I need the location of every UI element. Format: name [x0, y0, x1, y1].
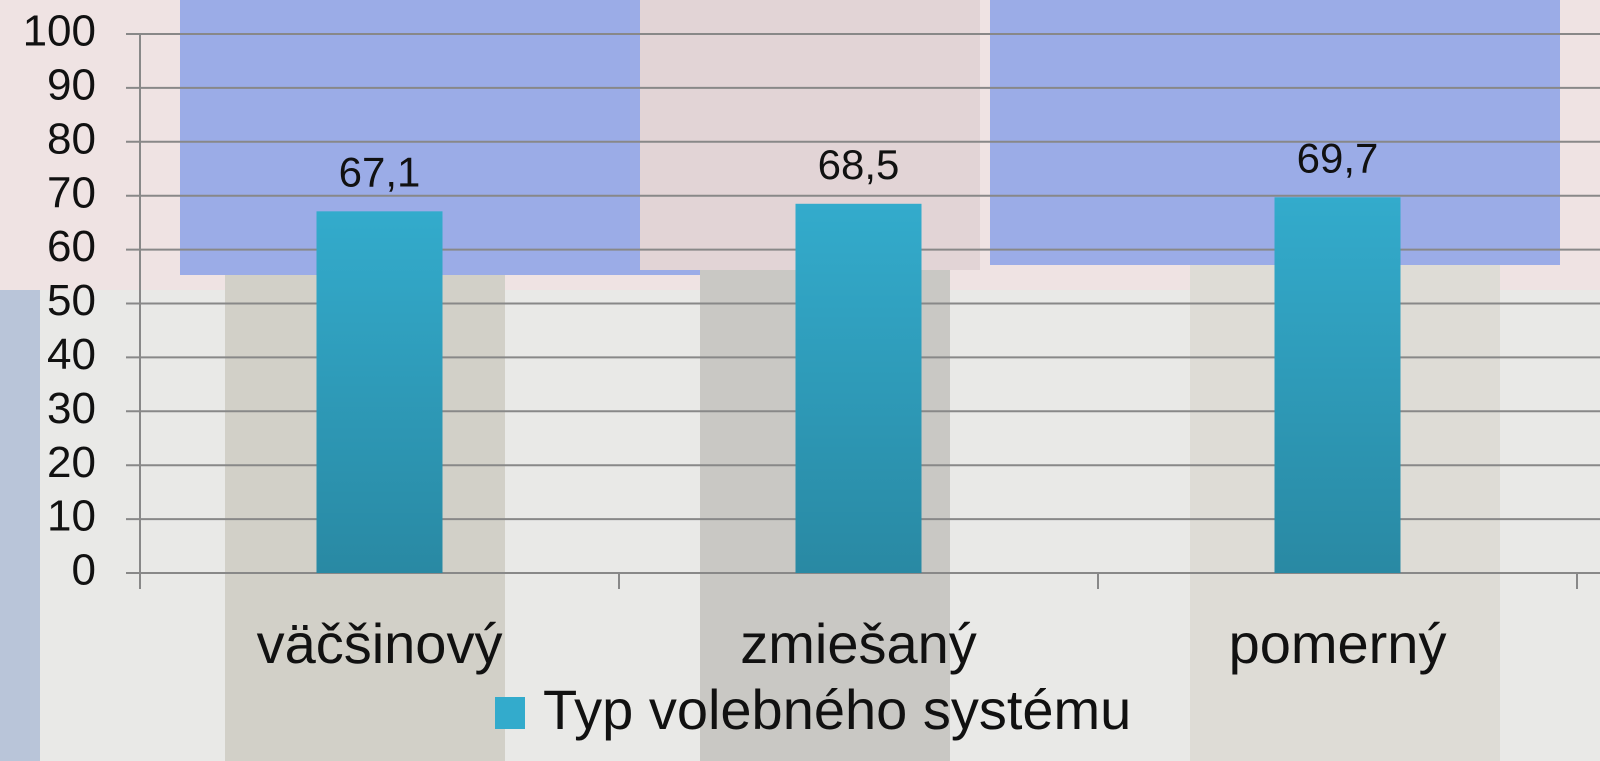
value-label: 69,7	[1297, 134, 1379, 181]
x-tick-label: pomerný	[1229, 612, 1447, 675]
y-tick-label: 0	[72, 546, 96, 595]
bar-shade	[317, 211, 443, 573]
page: 0 10 20 30 40 50 60 70 8090 100 väčšinový 67,1 zmieš…	[0, 0, 1600, 761]
x-tick-label: zmiešaný	[740, 612, 977, 675]
legend-label: Typ volebného systému	[543, 678, 1131, 741]
y-tick-label: 10	[47, 492, 96, 541]
y-tick-label: 60	[47, 222, 96, 271]
value-label: 68,5	[818, 141, 900, 188]
chart: 0 10 20 30 40 50 60 70 8090 100 väčšinový 67,1 zmieš…	[0, 0, 1600, 761]
bar-shade	[796, 204, 922, 573]
y-tick-label: 40	[47, 330, 96, 379]
y-tick-label: 20	[47, 438, 96, 487]
y-tick-label: 80	[47, 114, 96, 163]
value-label: 67,1	[339, 148, 421, 195]
x-tick-label: väčšinový	[257, 612, 503, 675]
y-tick-label: 100	[23, 7, 96, 56]
y-tick-label: 70	[47, 168, 96, 217]
legend-swatch	[495, 697, 525, 729]
y-tick-label: 50	[47, 276, 96, 325]
y-tick-label: 30	[47, 384, 96, 433]
y-tick-label: 90	[47, 61, 96, 110]
bar-shade	[1275, 197, 1401, 573]
